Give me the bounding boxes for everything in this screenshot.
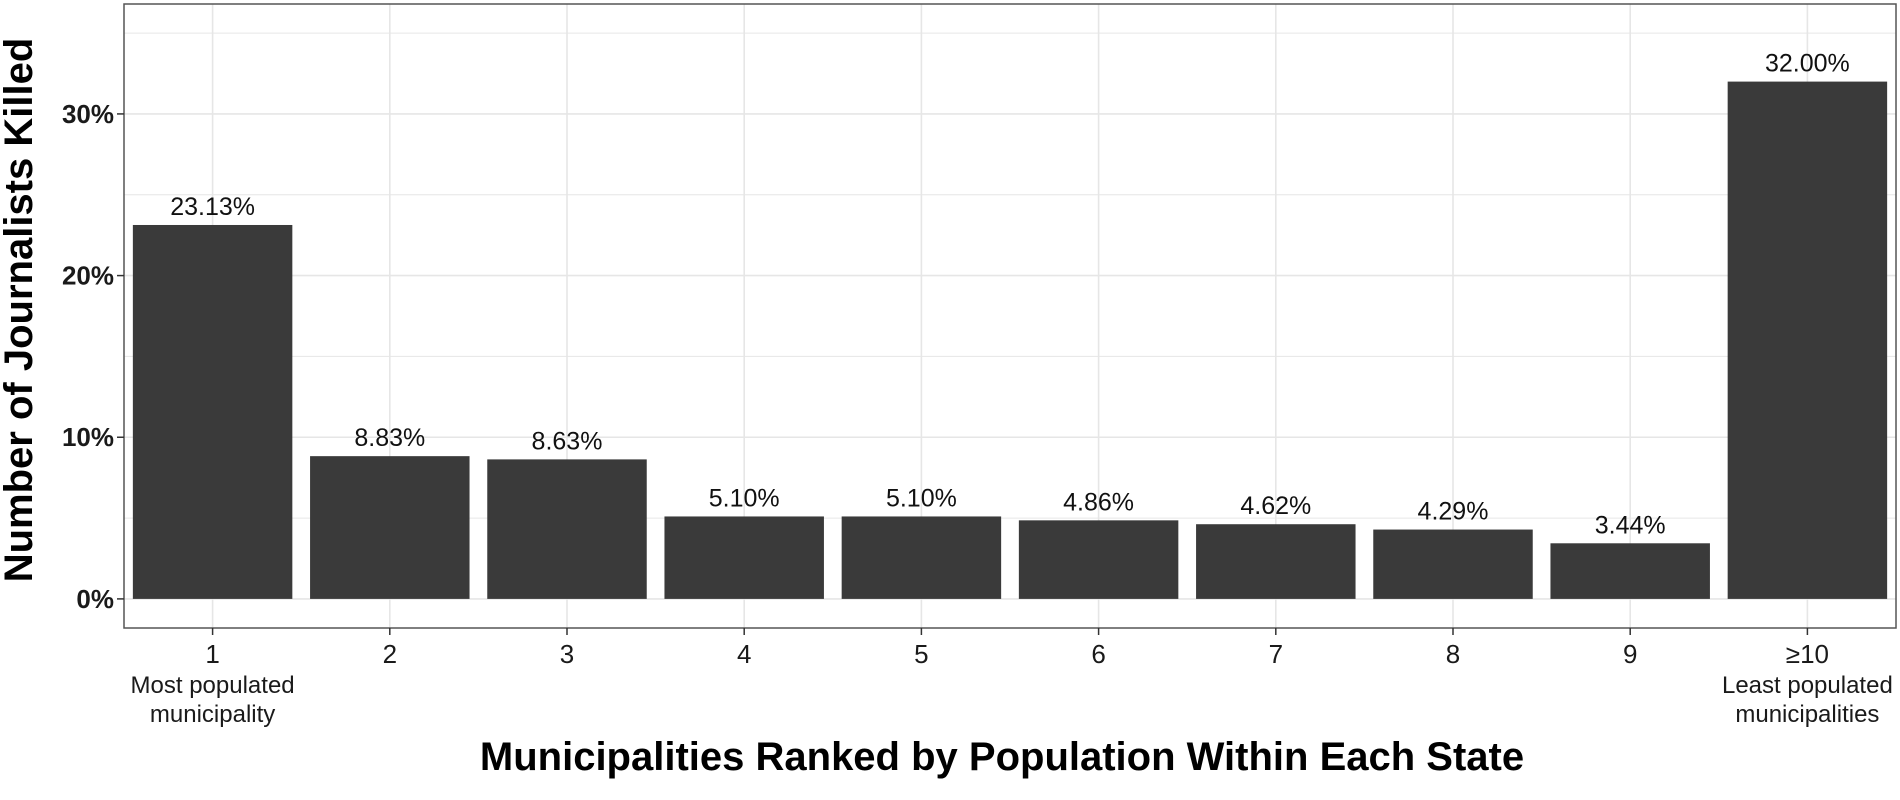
y-axis-ticks: 0% 10% 20% 30%	[62, 99, 124, 614]
x-tick-label: 1	[205, 639, 219, 669]
bar-5	[841, 516, 1002, 599]
bar-8	[1373, 529, 1533, 599]
plot-frame	[123, 3, 1897, 629]
x-tick-label: 4	[737, 639, 751, 669]
data-label: 8.63%	[532, 427, 603, 455]
data-labels: 23.13% 8.83% 8.63% 5.10% 5.10% 4.86% 4.62% 4.29…	[170, 50, 1850, 540]
bar-4	[664, 516, 824, 599]
x-tick-label: 2	[383, 639, 397, 669]
y-tick-label: 0%	[76, 584, 114, 614]
x-tick-sublabel: Most populated	[131, 672, 295, 699]
x-axis-title: Municipalities Ranked by Population With…	[480, 735, 1524, 779]
x-tick-sublabel: municipality	[150, 701, 275, 728]
x-tick-label: 9	[1623, 639, 1637, 669]
data-label: 4.29%	[1418, 498, 1489, 526]
bars	[132, 81, 1888, 599]
data-label: 3.44%	[1595, 511, 1666, 539]
y-tick-label: 10%	[62, 422, 114, 452]
bar-3	[487, 459, 647, 599]
x-tick-label: 5	[914, 639, 928, 669]
data-label: 5.10%	[709, 484, 780, 512]
x-tick-sublabel: municipalities	[1735, 701, 1879, 728]
bar-6	[1018, 520, 1179, 599]
x-tick-label: 6	[1091, 639, 1105, 669]
bar-1	[132, 224, 293, 599]
y-axis-title: Number of Journalists Killed	[0, 38, 41, 583]
data-label: 5.10%	[886, 484, 957, 512]
data-label: 32.00%	[1765, 50, 1850, 78]
bar-≥10	[1727, 81, 1888, 599]
data-label: 8.83%	[354, 424, 425, 452]
bar-7	[1196, 524, 1356, 599]
x-tick-label: 3	[560, 639, 574, 669]
y-tick-label: 20%	[62, 261, 114, 291]
bar-2	[310, 456, 470, 599]
x-tick-sublabel: Least populated	[1722, 672, 1893, 699]
x-tick-label: 7	[1269, 639, 1283, 669]
data-label: 4.86%	[1063, 488, 1134, 516]
x-tick-label: ≥10	[1786, 639, 1829, 669]
data-label: 4.62%	[1240, 492, 1311, 520]
x-tick-label: 8	[1446, 639, 1460, 669]
bar-9	[1550, 543, 1710, 599]
data-label: 23.13%	[170, 193, 255, 221]
y-tick-label: 30%	[62, 99, 114, 129]
